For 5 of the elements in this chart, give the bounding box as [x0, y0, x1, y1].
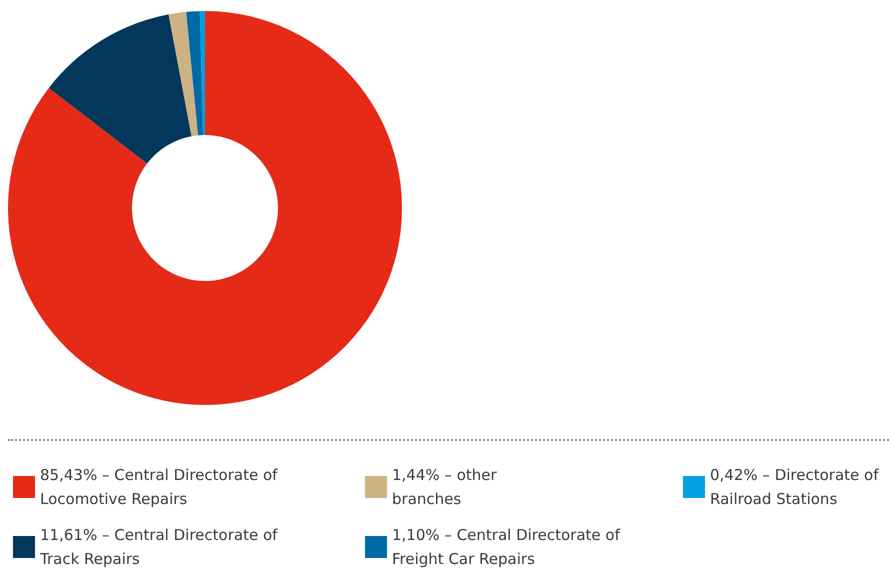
legend-label: 11,61% – Central Directorate of Track Repairs — [39, 526, 282, 568]
legend-label: 1,44% – other branches — [392, 466, 502, 508]
legend-label: 0,42% – Directorate of Railroad Stations — [710, 466, 884, 508]
legend-label: 1,10% – Central Directorate of Freight Car Repairs — [392, 526, 625, 568]
legend-label: 85,43% – Central Directorate of Locomotive Repairs — [40, 466, 282, 508]
